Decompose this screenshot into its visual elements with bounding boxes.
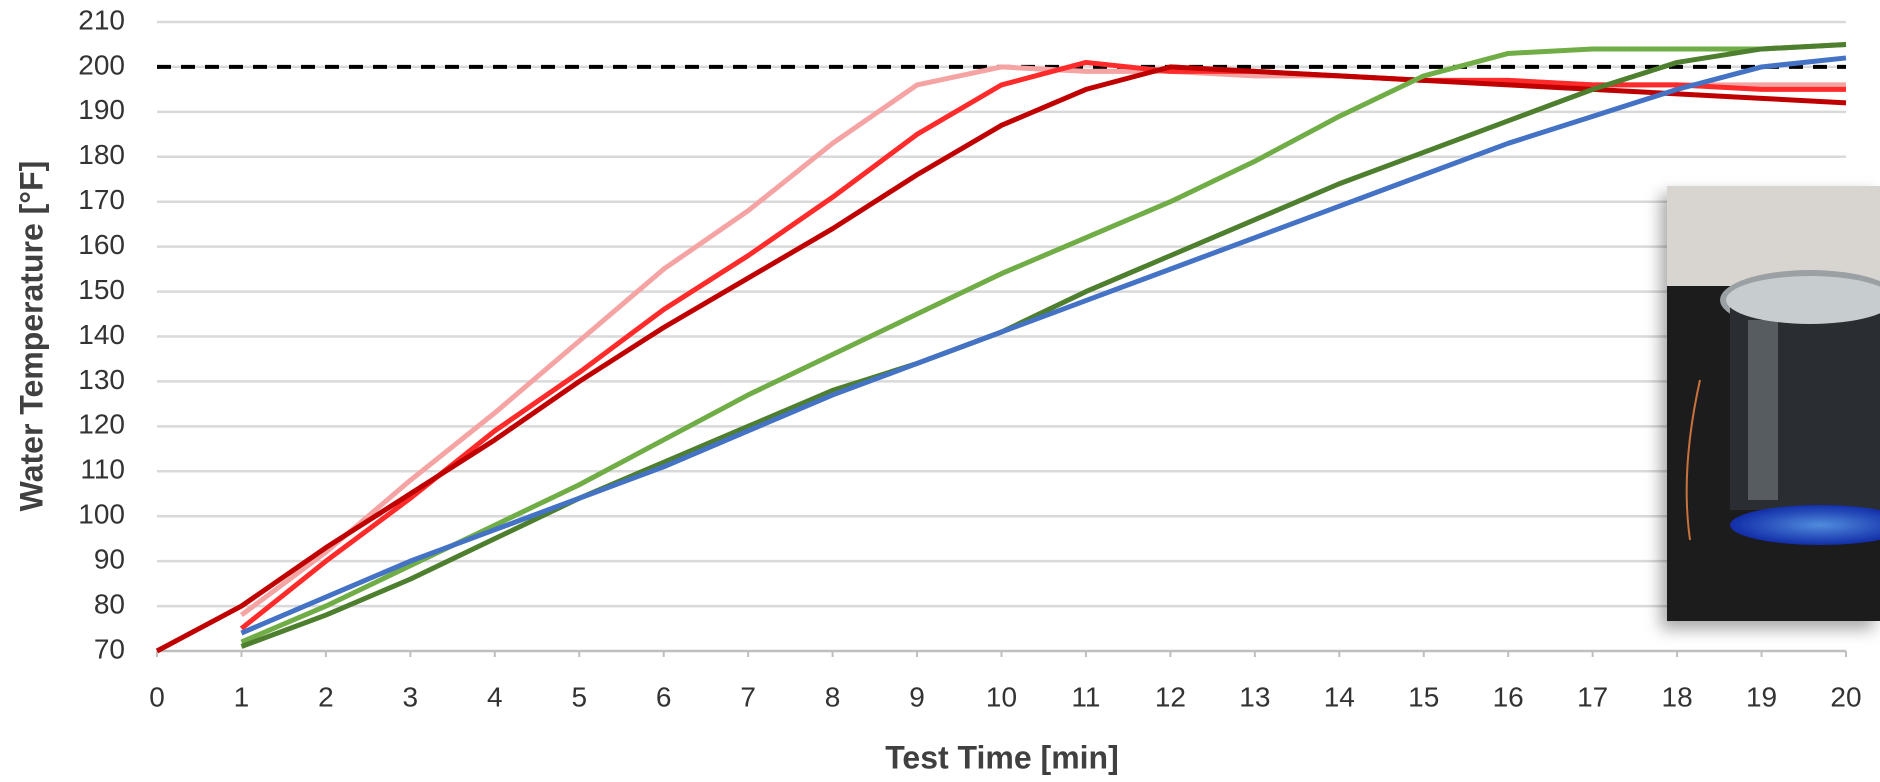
x-tick-label: 10 (986, 681, 1017, 712)
x-tick-label: 15 (1408, 681, 1439, 712)
x-tick-label: 8 (825, 681, 841, 712)
x-axis-title: Test Time [min] (885, 739, 1119, 775)
x-tick-label: 6 (656, 681, 672, 712)
y-tick-label: 130 (78, 364, 125, 395)
y-tick-label: 190 (78, 94, 125, 125)
y-tick-label: 200 (78, 49, 125, 80)
x-tick-label: 9 (909, 681, 925, 712)
x-tick-label: 19 (1746, 681, 1777, 712)
series-line (155, 64, 1847, 654)
y-tick-label: 120 (78, 409, 125, 440)
y-tick-label: 150 (78, 274, 125, 305)
x-tick-label: 14 (1324, 681, 1355, 712)
y-tick-label: 210 (78, 4, 125, 35)
y-tick-label: 70 (94, 633, 125, 664)
series-line (239, 59, 1846, 631)
x-tick-label: 1 (234, 681, 250, 712)
plot-area: 7080901001101201301401501601701801902002… (78, 4, 1861, 712)
series-line (240, 41, 1847, 649)
x-tick-label: 0 (149, 681, 165, 712)
series-line (240, 41, 1847, 645)
photo-inset (1667, 186, 1880, 621)
y-tick-label: 80 (94, 588, 125, 619)
y-tick-label: 140 (78, 319, 125, 350)
series-line (240, 55, 1847, 636)
x-tick-label: 11 (1071, 681, 1100, 712)
x-tick-label: 16 (1493, 681, 1524, 712)
x-tick-label: 13 (1239, 681, 1270, 712)
y-axis-title: Water Temperature [°F] (13, 161, 49, 512)
y-tick-label: 100 (78, 499, 125, 530)
y-tick-label: 90 (94, 544, 125, 575)
x-tick-label: 5 (571, 681, 587, 712)
y-tick-label: 160 (78, 229, 125, 260)
x-tick-label: 17 (1577, 681, 1608, 712)
x-tick-label: 12 (1155, 681, 1186, 712)
x-tick-label: 2 (318, 681, 334, 712)
x-tick-label: 18 (1662, 681, 1693, 712)
y-tick-label: 170 (78, 184, 125, 215)
y-tick-label: 180 (78, 139, 125, 170)
x-tick-label: 7 (740, 681, 756, 712)
x-tick-label: 3 (403, 681, 419, 712)
x-tick-label: 4 (487, 681, 503, 712)
y-tick-label: 110 (80, 454, 125, 485)
x-tick-label: 20 (1830, 681, 1861, 712)
